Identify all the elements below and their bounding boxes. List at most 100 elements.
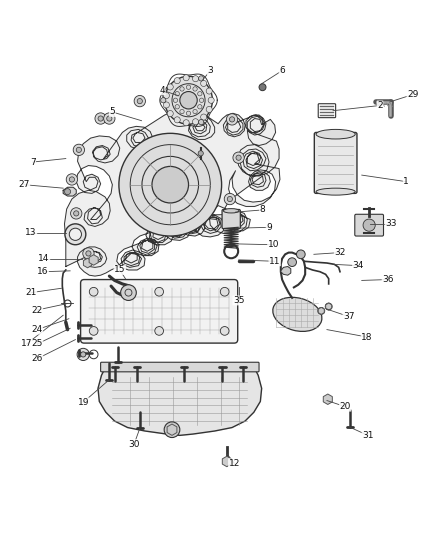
FancyBboxPatch shape (355, 214, 384, 236)
Text: 36: 36 (382, 275, 394, 284)
Text: 20: 20 (339, 402, 351, 411)
Circle shape (226, 114, 238, 125)
Text: 24: 24 (32, 325, 42, 334)
Circle shape (95, 113, 106, 124)
Polygon shape (223, 456, 231, 467)
Text: 21: 21 (25, 288, 37, 297)
Circle shape (86, 251, 91, 256)
Text: 16: 16 (37, 267, 49, 276)
Polygon shape (64, 84, 280, 276)
Circle shape (206, 107, 212, 112)
FancyBboxPatch shape (222, 209, 240, 229)
Circle shape (165, 76, 212, 124)
Circle shape (325, 303, 332, 310)
Text: 2: 2 (377, 101, 383, 110)
Text: 1: 1 (403, 177, 409, 186)
Text: 13: 13 (25, 228, 37, 237)
Circle shape (104, 113, 115, 124)
Polygon shape (98, 367, 261, 435)
Circle shape (89, 287, 98, 296)
Circle shape (74, 211, 79, 216)
Circle shape (259, 84, 266, 91)
Ellipse shape (316, 188, 355, 195)
Text: 15: 15 (114, 265, 126, 274)
Circle shape (164, 422, 180, 438)
Circle shape (167, 84, 173, 90)
Circle shape (198, 104, 202, 109)
Ellipse shape (316, 130, 355, 139)
Circle shape (198, 119, 204, 125)
Text: 4: 4 (159, 86, 165, 95)
Text: 25: 25 (32, 340, 43, 349)
Polygon shape (167, 424, 177, 435)
Circle shape (220, 327, 229, 335)
Text: 7: 7 (30, 158, 35, 166)
Polygon shape (63, 187, 76, 196)
Circle shape (152, 166, 188, 203)
Circle shape (199, 98, 204, 102)
Text: 19: 19 (78, 398, 89, 407)
Circle shape (98, 116, 103, 121)
Circle shape (195, 94, 201, 99)
Text: 34: 34 (353, 261, 364, 270)
Circle shape (161, 98, 166, 103)
Circle shape (201, 114, 207, 120)
Circle shape (220, 287, 229, 296)
Circle shape (120, 285, 136, 301)
Circle shape (83, 248, 94, 259)
Polygon shape (323, 394, 332, 405)
Circle shape (69, 177, 74, 182)
Circle shape (183, 75, 189, 81)
Circle shape (318, 308, 325, 314)
FancyBboxPatch shape (81, 279, 238, 343)
Circle shape (65, 224, 86, 245)
Text: 37: 37 (343, 312, 354, 321)
Circle shape (183, 120, 189, 126)
Circle shape (180, 109, 184, 114)
Circle shape (69, 228, 81, 240)
Text: 31: 31 (362, 431, 374, 440)
Polygon shape (326, 303, 332, 310)
Circle shape (73, 144, 85, 156)
Circle shape (173, 98, 178, 102)
Text: 30: 30 (128, 440, 140, 449)
Circle shape (192, 119, 198, 125)
Polygon shape (281, 266, 291, 275)
Text: 9: 9 (266, 223, 272, 232)
Text: 33: 33 (385, 220, 397, 228)
Circle shape (208, 97, 214, 103)
Circle shape (77, 349, 89, 360)
Circle shape (81, 352, 86, 357)
Circle shape (163, 102, 170, 108)
Circle shape (76, 147, 81, 152)
Circle shape (233, 152, 244, 163)
Text: 18: 18 (361, 333, 373, 342)
Circle shape (186, 111, 191, 116)
Circle shape (175, 92, 180, 96)
Circle shape (192, 76, 198, 82)
Circle shape (224, 193, 236, 205)
Circle shape (175, 104, 180, 109)
FancyBboxPatch shape (314, 133, 357, 193)
Circle shape (230, 117, 235, 122)
Text: 8: 8 (260, 205, 265, 214)
Circle shape (297, 250, 305, 259)
Text: 3: 3 (208, 66, 213, 75)
Circle shape (236, 155, 241, 160)
Text: 14: 14 (39, 254, 50, 263)
Circle shape (134, 95, 145, 107)
Ellipse shape (273, 297, 322, 332)
Circle shape (167, 110, 173, 117)
Text: 32: 32 (334, 248, 346, 257)
Circle shape (64, 189, 71, 195)
Text: 5: 5 (110, 108, 115, 117)
Circle shape (180, 92, 197, 109)
Text: 26: 26 (32, 354, 43, 364)
Circle shape (119, 133, 222, 236)
Circle shape (137, 99, 142, 104)
Text: 27: 27 (18, 180, 30, 189)
Polygon shape (83, 258, 92, 268)
Circle shape (180, 87, 184, 91)
Text: 6: 6 (279, 66, 285, 75)
Circle shape (186, 85, 191, 90)
